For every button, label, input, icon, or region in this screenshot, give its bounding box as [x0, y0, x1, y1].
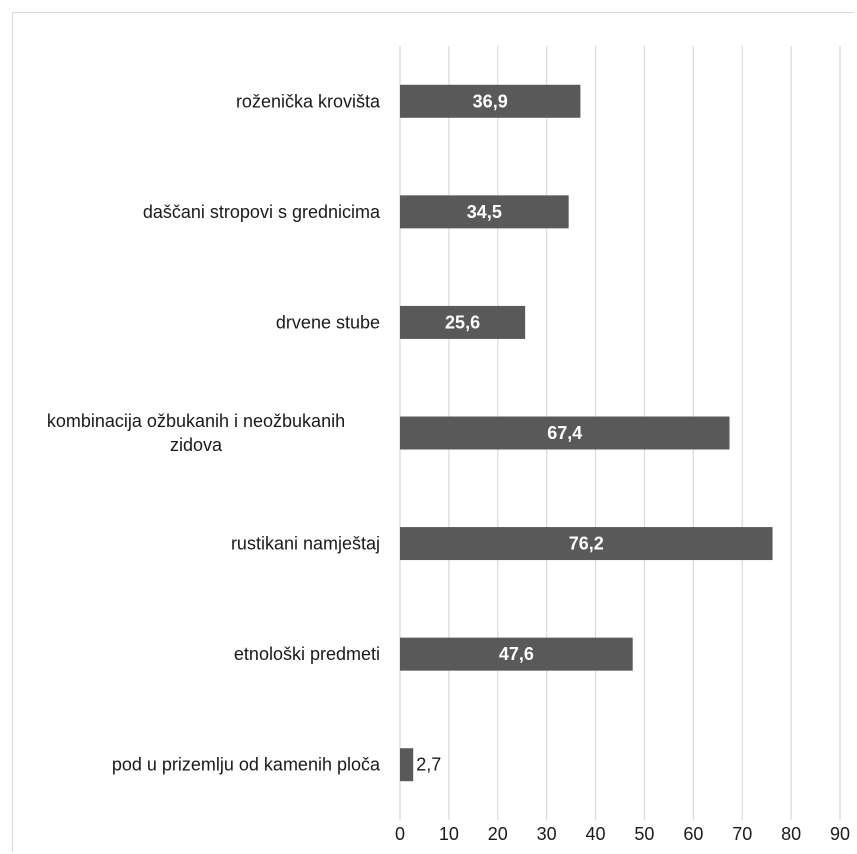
x-tick-label-60: 60 — [683, 824, 703, 844]
category-label-6: pod u prizemlju od kamenih ploča — [112, 755, 381, 775]
value-label-6: 2,7 — [416, 755, 441, 775]
bar-0 — [400, 84, 581, 118]
x-tick-label-0: 0 — [395, 824, 405, 844]
category-label-0: roženička krovišta — [236, 91, 381, 111]
bar-1 — [400, 195, 569, 229]
category-label-5: etnološki predmeti — [234, 644, 380, 664]
x-tick-label-90: 90 — [830, 824, 850, 844]
x-tick-label-30: 30 — [537, 824, 557, 844]
value-label-0: 36,9 — [473, 91, 508, 111]
bar-6 — [400, 748, 414, 782]
x-tick-label-80: 80 — [781, 824, 801, 844]
x-tick-label-50: 50 — [634, 824, 654, 844]
chart-frame — [12, 12, 854, 852]
category-label-1: daščani stropovi s grednicima — [143, 202, 381, 222]
value-label-5: 47,6 — [499, 644, 534, 664]
bar-3 — [400, 416, 730, 450]
x-tick-label-40: 40 — [586, 824, 606, 844]
x-tick-label-70: 70 — [732, 824, 752, 844]
bar-4 — [400, 527, 773, 561]
value-label-2: 25,6 — [445, 312, 480, 332]
category-label-3-line-1: zidova — [170, 435, 223, 455]
value-label-3: 67,4 — [547, 423, 582, 443]
category-label-3-line-0: kombinacija ožbukanih i neožbukanih — [47, 411, 345, 431]
category-label-2: drvene stube — [276, 312, 380, 332]
bar-2 — [400, 305, 526, 339]
x-tick-label-20: 20 — [488, 824, 508, 844]
bar-5 — [400, 637, 633, 671]
category-label-4: rustikani namještaj — [231, 534, 380, 554]
x-tick-label-10: 10 — [439, 824, 459, 844]
value-label-4: 76,2 — [569, 534, 604, 554]
value-label-1: 34,5 — [467, 202, 502, 222]
